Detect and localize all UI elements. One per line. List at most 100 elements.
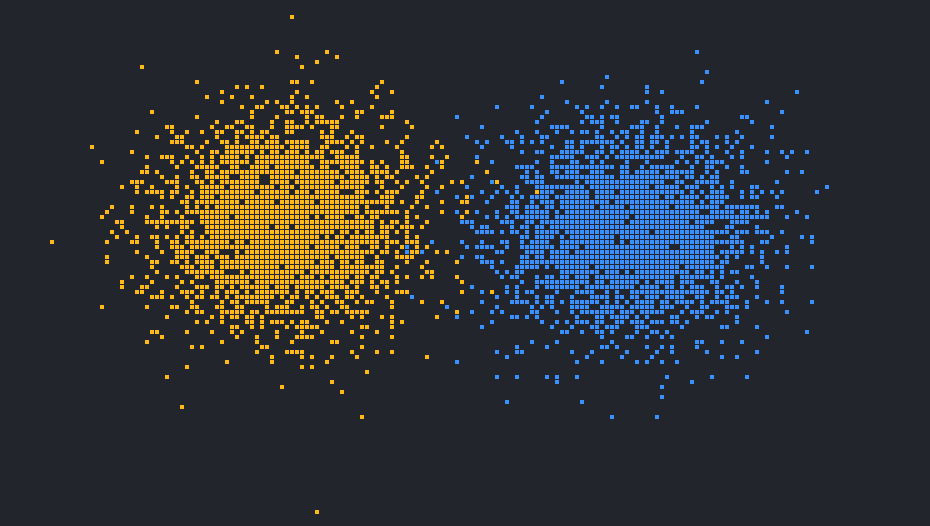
data-point-series-orange xyxy=(460,180,464,184)
data-point-series-blue xyxy=(550,160,554,164)
data-point-series-orange xyxy=(130,205,134,209)
data-point-series-blue xyxy=(665,255,669,259)
data-point-series-blue xyxy=(755,210,759,214)
data-point-series-orange xyxy=(205,220,209,224)
data-point-series-blue xyxy=(740,115,744,119)
data-point-series-blue xyxy=(605,285,609,289)
data-point-series-blue xyxy=(645,230,649,234)
data-point-series-orange xyxy=(165,125,169,129)
data-point-series-orange xyxy=(325,205,329,209)
data-point-series-blue xyxy=(525,210,529,214)
data-point-series-orange xyxy=(200,180,204,184)
data-point-series-orange xyxy=(335,125,339,129)
data-point-series-orange xyxy=(305,230,309,234)
data-point-series-blue xyxy=(520,195,524,199)
data-point-series-orange xyxy=(270,180,274,184)
data-point-series-orange xyxy=(285,205,289,209)
data-point-series-blue xyxy=(690,380,694,384)
data-point-series-orange xyxy=(200,235,204,239)
data-point-series-orange xyxy=(340,265,344,269)
data-point-series-orange xyxy=(340,155,344,159)
data-point-series-blue xyxy=(490,260,494,264)
data-point-series-orange xyxy=(290,140,294,144)
data-point-series-blue xyxy=(690,150,694,154)
data-point-series-blue xyxy=(535,120,539,124)
data-point-series-blue xyxy=(710,280,714,284)
data-point-series-blue xyxy=(615,265,619,269)
data-point-series-blue xyxy=(655,295,659,299)
data-point-series-blue xyxy=(590,250,594,254)
data-point-series-blue xyxy=(655,190,659,194)
data-point-series-blue xyxy=(455,210,459,214)
data-point-series-orange xyxy=(270,260,274,264)
data-point-series-orange xyxy=(395,275,399,279)
data-point-series-blue xyxy=(665,280,669,284)
data-point-series-orange xyxy=(295,255,299,259)
data-point-series-orange xyxy=(260,200,264,204)
data-point-series-orange xyxy=(340,195,344,199)
data-point-series-orange xyxy=(240,215,244,219)
data-point-series-orange xyxy=(320,130,324,134)
data-point-series-blue xyxy=(610,195,614,199)
data-point-series-blue xyxy=(590,185,594,189)
data-point-series-blue xyxy=(690,260,694,264)
data-point-series-orange xyxy=(235,170,239,174)
data-point-series-blue xyxy=(615,205,619,209)
data-point-series-blue xyxy=(590,245,594,249)
data-point-series-blue xyxy=(595,320,599,324)
data-point-series-orange xyxy=(315,195,319,199)
data-point-series-orange xyxy=(265,240,269,244)
data-point-series-orange xyxy=(375,285,379,289)
data-point-series-blue xyxy=(550,220,554,224)
data-point-series-blue xyxy=(645,345,649,349)
data-point-series-orange xyxy=(275,335,279,339)
data-point-series-orange xyxy=(415,240,419,244)
data-point-series-orange xyxy=(170,160,174,164)
data-point-series-orange xyxy=(315,225,319,229)
data-point-series-blue xyxy=(640,165,644,169)
data-point-series-orange xyxy=(315,305,319,309)
data-point-series-blue xyxy=(605,270,609,274)
data-point-series-orange xyxy=(365,370,369,374)
data-point-series-blue xyxy=(565,190,569,194)
data-point-series-blue xyxy=(645,150,649,154)
data-point-series-blue xyxy=(680,245,684,249)
data-point-series-blue xyxy=(610,245,614,249)
data-point-series-blue xyxy=(695,220,699,224)
data-point-series-blue xyxy=(565,230,569,234)
data-point-series-blue xyxy=(645,200,649,204)
data-point-series-orange xyxy=(310,240,314,244)
data-point-series-orange xyxy=(220,185,224,189)
data-point-series-orange xyxy=(150,185,154,189)
data-point-series-orange xyxy=(265,140,269,144)
data-point-series-blue xyxy=(700,265,704,269)
data-point-series-blue xyxy=(715,300,719,304)
data-point-series-blue xyxy=(570,155,574,159)
data-point-series-blue xyxy=(510,210,514,214)
data-point-series-blue xyxy=(655,140,659,144)
data-point-series-orange xyxy=(300,215,304,219)
data-point-series-blue xyxy=(660,290,664,294)
data-point-series-blue xyxy=(575,225,579,229)
data-point-series-orange xyxy=(415,215,419,219)
data-point-series-orange xyxy=(230,265,234,269)
data-point-series-blue xyxy=(545,205,549,209)
data-point-series-blue xyxy=(765,210,769,214)
data-point-series-orange xyxy=(280,280,284,284)
data-point-series-blue xyxy=(595,325,599,329)
data-point-series-blue xyxy=(645,315,649,319)
data-point-series-orange xyxy=(140,180,144,184)
data-point-series-blue xyxy=(635,255,639,259)
data-point-series-blue xyxy=(405,245,409,249)
data-point-series-orange xyxy=(285,300,289,304)
data-point-series-orange xyxy=(285,240,289,244)
data-point-series-orange xyxy=(270,250,274,254)
data-point-series-blue xyxy=(520,280,524,284)
data-point-series-blue xyxy=(605,215,609,219)
data-point-series-orange xyxy=(275,220,279,224)
data-point-series-blue xyxy=(580,205,584,209)
data-point-series-blue xyxy=(745,215,749,219)
data-point-series-orange xyxy=(355,180,359,184)
data-point-series-blue xyxy=(615,275,619,279)
data-point-series-blue xyxy=(565,260,569,264)
